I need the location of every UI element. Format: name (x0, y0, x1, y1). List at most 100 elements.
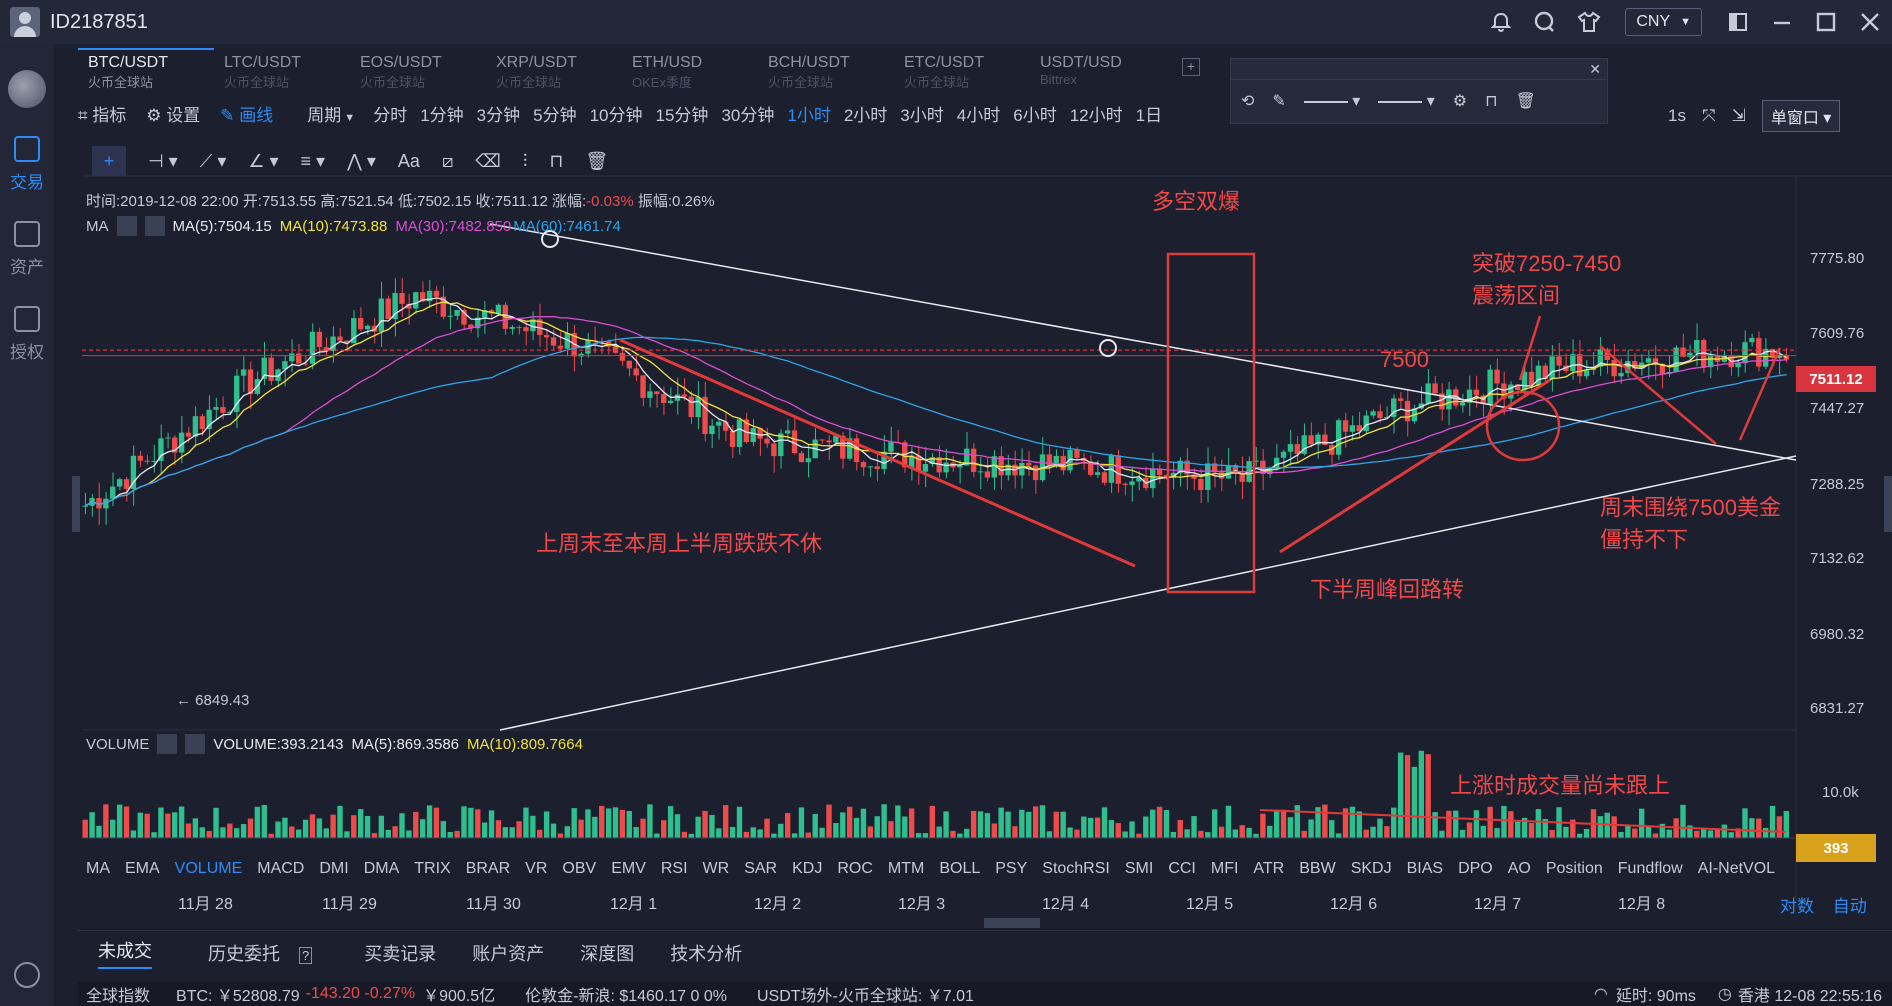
sidebar-item-trade[interactable]: 交易 (0, 136, 54, 193)
angle-icon[interactable]: ∠ ▾ (248, 150, 279, 171)
indicator-option[interactable]: VR (525, 860, 548, 877)
period-select[interactable]: 周期 ▼ (307, 101, 355, 126)
line-width-select[interactable]: ▾ (1303, 91, 1360, 111)
screenshot-icon[interactable]: ⇲ (1731, 106, 1746, 125)
settings-button[interactable]: ⚙ 设置 (146, 101, 200, 126)
log-scale-button[interactable]: 对数 (1780, 897, 1814, 916)
indicator-option[interactable]: Position (1545, 860, 1603, 877)
maximize-icon[interactable] (1804, 0, 1848, 44)
restore-icon[interactable] (1716, 0, 1760, 44)
indicator-option[interactable]: MA (86, 860, 110, 877)
tab-eth-usd[interactable]: ETH/USD OKEx季度 (622, 48, 758, 90)
tab-order-history[interactable]: 历史委托? (188, 940, 328, 966)
indicator-option[interactable]: MTM (887, 860, 925, 877)
trend-line-icon[interactable]: ⟋ ▾ (199, 150, 227, 171)
sidebar-item-assets[interactable]: 资产 (0, 221, 54, 278)
parallel-lines-icon[interactable]: ≡ ▾ (300, 150, 326, 171)
indicator-option[interactable]: ATR (1253, 860, 1285, 877)
indicator-option[interactable]: BOLL (939, 860, 981, 877)
crosshair-icon[interactable]: + (92, 146, 126, 176)
draw-button[interactable]: ✎ 画线 (220, 101, 273, 126)
period-option[interactable]: 3小时 (900, 105, 944, 125)
auto-scale-button[interactable]: 自动 (1832, 897, 1867, 916)
currency-select[interactable]: CNY ▼ (1625, 8, 1702, 36)
indicator-option[interactable]: AI-NetVOL (1697, 860, 1776, 877)
indicator-option[interactable]: SMI (1124, 860, 1154, 877)
tab-trade-records[interactable]: 买卖记录 (364, 943, 437, 964)
avatar[interactable] (10, 7, 40, 37)
lock-icon[interactable]: ⊓ (1485, 93, 1498, 110)
trash-icon[interactable]: 🗑 (1515, 93, 1536, 110)
settings-gear-icon[interactable] (14, 962, 40, 988)
indicator-option[interactable]: SAR (744, 860, 778, 877)
left-collapse-handle[interactable] (72, 476, 80, 532)
gear-icon[interactable] (116, 216, 137, 236)
period-option[interactable]: 1分钟 (420, 105, 464, 125)
period-option[interactable]: 分时 (373, 105, 408, 125)
period-option[interactable]: 12小时 (1069, 105, 1123, 125)
indicator-option[interactable]: AO (1507, 860, 1531, 877)
indicator-option[interactable]: OBV (562, 860, 597, 877)
sidebar-item-authorize[interactable]: 授权 (0, 306, 54, 363)
indicator-option[interactable]: TRIX (414, 860, 451, 877)
period-option[interactable]: 1日 (1135, 105, 1163, 125)
tab-bch-usdt[interactable]: BCH/USDT 火币全球站 (758, 48, 894, 90)
indicator-option[interactable]: CCI (1168, 860, 1196, 877)
bottom-collapse-handle[interactable] (984, 918, 1040, 928)
refresh-rate[interactable]: 1s (1668, 106, 1686, 125)
indicator-option[interactable]: BRAR (465, 860, 511, 877)
period-option[interactable]: 15分钟 (655, 105, 709, 125)
indicator-option[interactable]: PSY (995, 860, 1028, 877)
candles-icon[interactable]: ⫶ (522, 150, 528, 171)
indicator-option[interactable]: BBW (1299, 860, 1336, 877)
trash-icon[interactable]: 🗑 (585, 150, 609, 171)
indicator-option[interactable]: Fundflow (1617, 860, 1683, 877)
horizontal-line-icon[interactable]: ⊣ ▾ (148, 150, 178, 171)
indicator-option[interactable]: MACD (257, 860, 305, 877)
tab-btc-usdt[interactable]: BTC/USDT 火币全球站 (78, 48, 214, 90)
period-option[interactable]: 10分钟 (589, 105, 643, 125)
tab-account-assets[interactable]: 账户资产 (472, 943, 545, 964)
indicator-option[interactable]: KDJ (792, 860, 823, 877)
indicator-option[interactable]: WR (702, 860, 730, 877)
bell-icon[interactable] (1479, 0, 1523, 44)
line-style-select[interactable]: ▾ (1378, 91, 1435, 111)
lock-icon[interactable]: ⊓ (549, 150, 564, 171)
indicator-option[interactable]: RSI (660, 860, 688, 877)
indicator-option[interactable]: SKDJ (1350, 860, 1392, 877)
period-option[interactable]: 2小时 (843, 105, 888, 125)
eraser-icon[interactable]: ⌫ (475, 150, 501, 171)
gear-icon[interactable] (157, 734, 178, 754)
indicator-option[interactable]: DMA (363, 860, 400, 877)
indicator-option[interactable]: DPO (1458, 860, 1493, 877)
tab-xrp-usdt[interactable]: XRP/USDT 火币全球站 (486, 48, 622, 90)
close-icon[interactable] (1848, 0, 1892, 44)
tab-etc-usdt[interactable]: ETC/USDT 火币全球站 (894, 48, 1030, 90)
tab-open-orders[interactable]: 未成交 (98, 937, 152, 969)
tab-usdt-usd[interactable]: USDT/USD Bittrex (1030, 48, 1166, 88)
settings-icon[interactable]: ⚙ (1452, 93, 1468, 110)
fullscreen-icon[interactable]: ⤧ (1701, 106, 1716, 125)
period-option[interactable]: 30分钟 (721, 105, 775, 125)
indicator-button[interactable]: ⌗ 指标 (78, 101, 126, 126)
indicator-option[interactable]: DMI (319, 860, 349, 877)
tab-eos-usdt[interactable]: EOS/USDT 火币全球站 (350, 48, 486, 90)
ruler-icon[interactable]: ⧄ (441, 150, 454, 171)
tab-technical-analysis[interactable]: 技术分析 (670, 943, 743, 964)
close-icon[interactable] (144, 216, 165, 236)
period-option-active[interactable]: 1小时 (787, 105, 831, 125)
indicator-option[interactable]: ROC (837, 860, 873, 877)
indicator-option[interactable]: StochRSI (1042, 860, 1110, 877)
indicator-option[interactable]: EMV (611, 860, 646, 877)
pen-color-icon[interactable]: ✎ (1272, 93, 1286, 110)
right-collapse-handle[interactable] (1884, 476, 1892, 532)
period-option[interactable]: 4小时 (956, 105, 1001, 125)
minimize-icon[interactable] (1760, 0, 1804, 44)
period-option[interactable]: 5分钟 (533, 105, 577, 125)
close-icon[interactable]: ✕ (1589, 61, 1601, 77)
magnet-icon[interactable]: ⟲ (1241, 93, 1255, 110)
close-icon[interactable] (185, 734, 206, 754)
indicator-option[interactable]: EMA (125, 860, 160, 877)
indicator-option[interactable]: MFI (1210, 860, 1239, 877)
